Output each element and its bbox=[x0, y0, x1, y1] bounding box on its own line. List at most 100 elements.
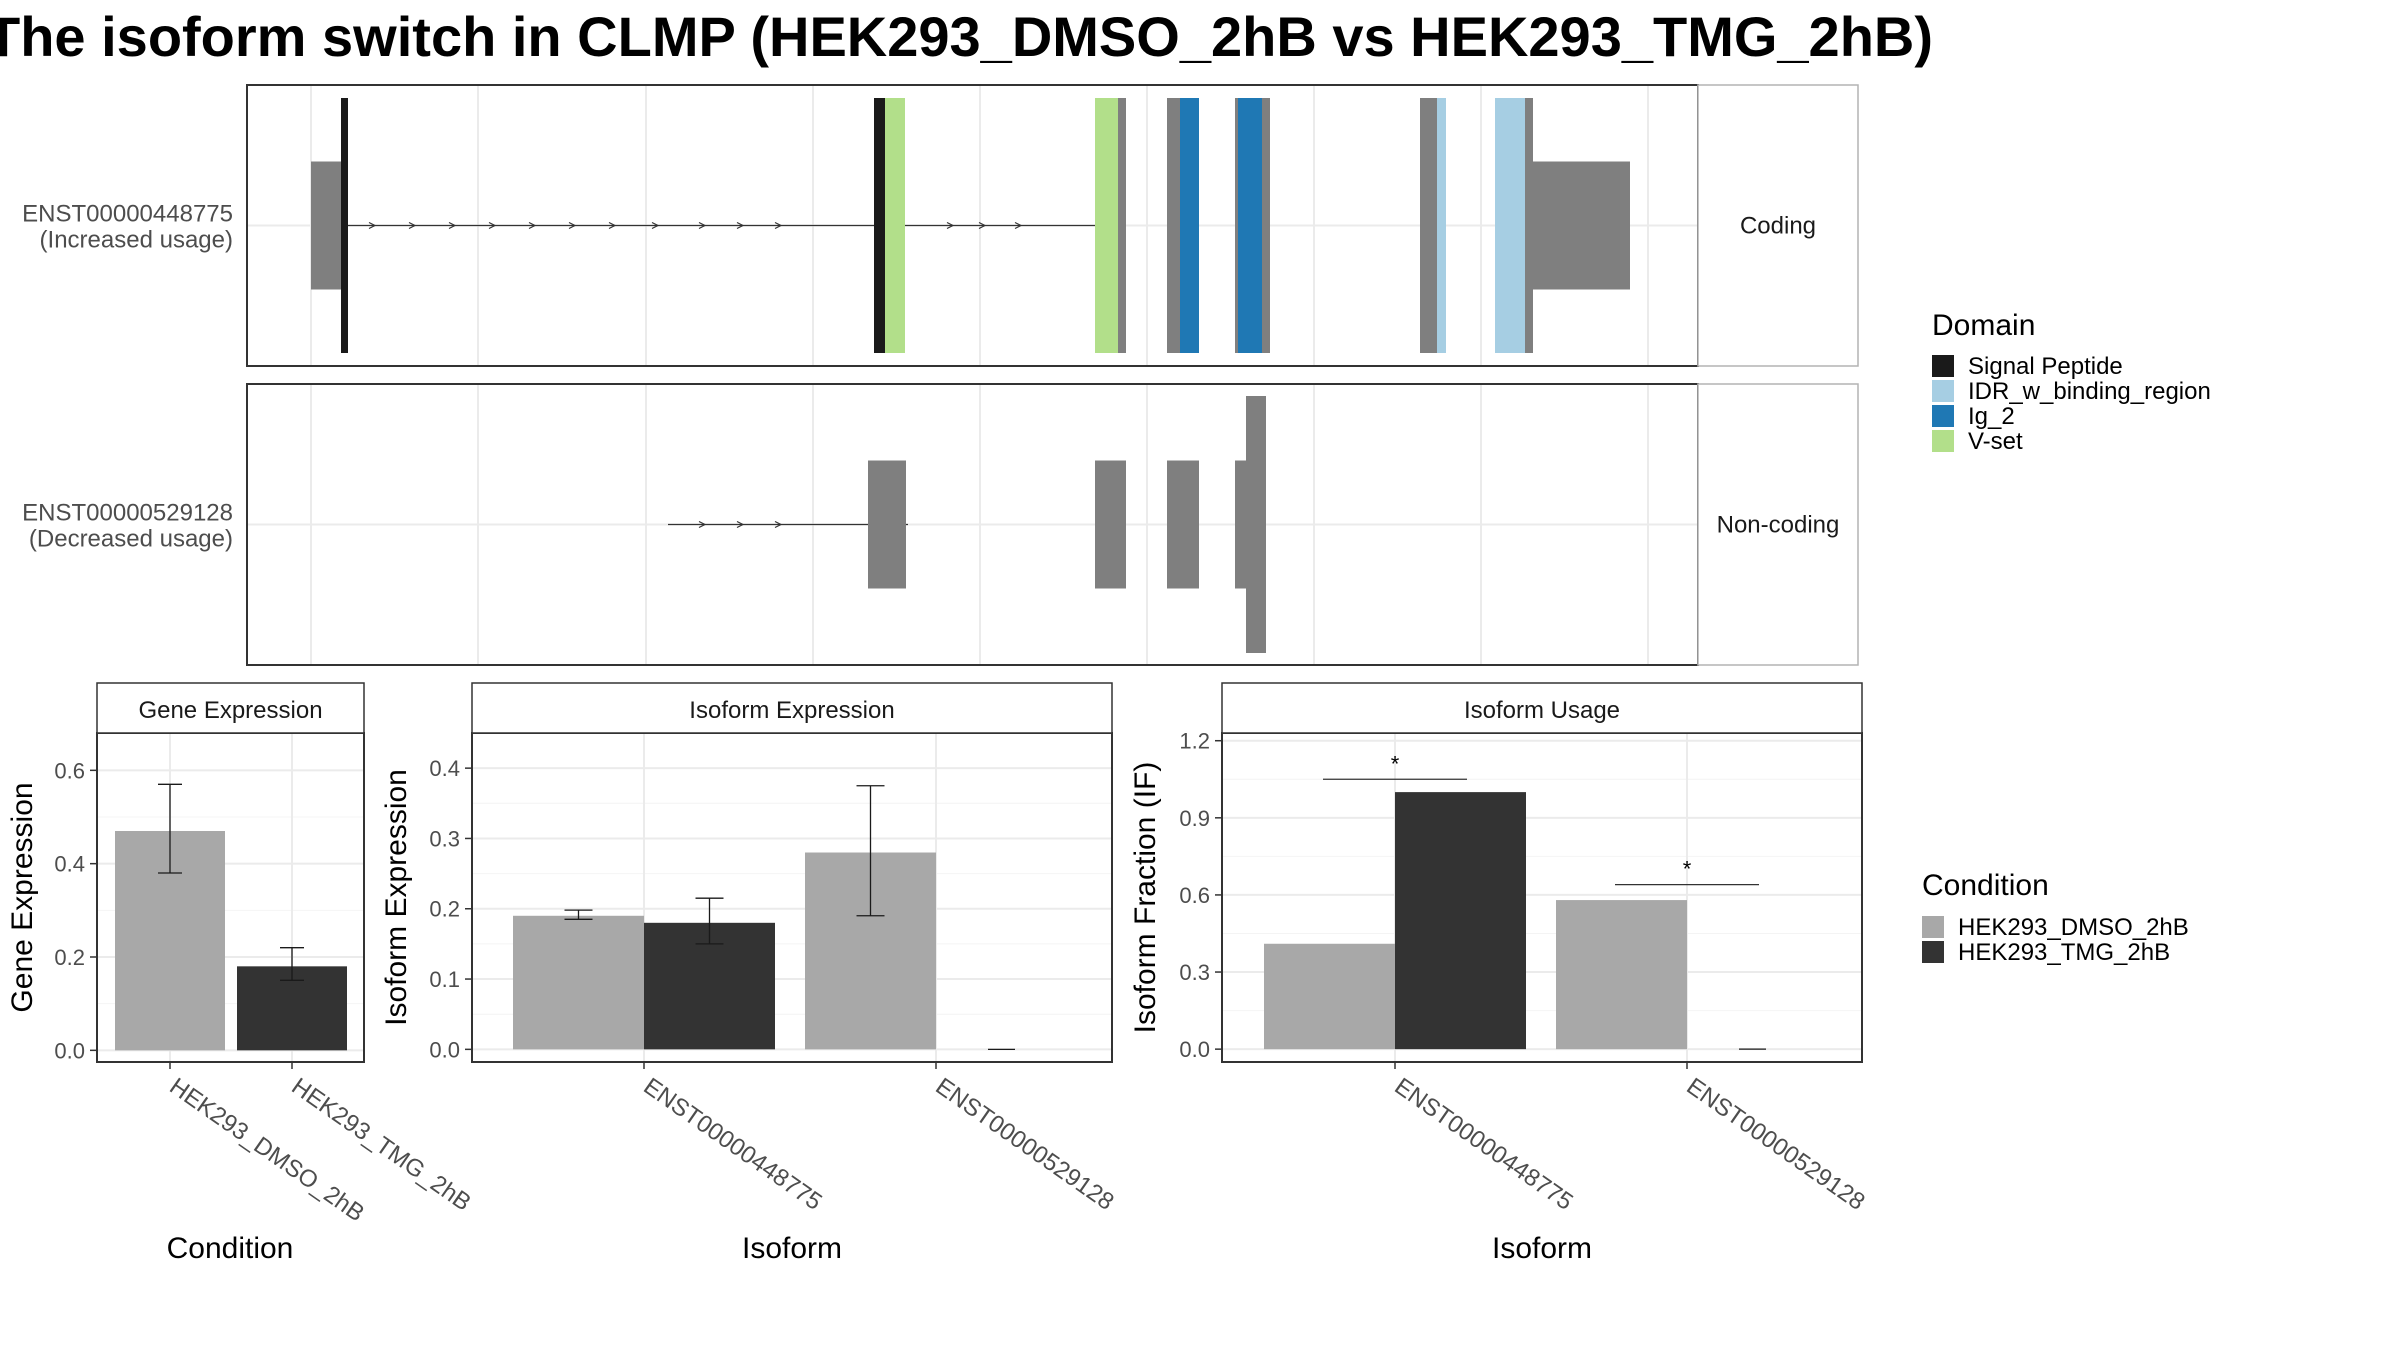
transcript-usage-label: (Decreased usage) bbox=[29, 526, 233, 553]
strand-arrow bbox=[698, 520, 707, 529]
panel-title: Isoform Expression bbox=[689, 697, 894, 724]
panel-strip bbox=[1221, 682, 1863, 734]
y-axis-title: Isoform Expression bbox=[380, 769, 413, 1026]
legend-label: HEK293_DMSO_2hB bbox=[1958, 914, 2189, 941]
legend-key bbox=[1932, 355, 1954, 377]
y-tick-label: 0.0 bbox=[429, 1037, 460, 1062]
transcript-id-label: ENST00000448775 bbox=[22, 201, 233, 228]
panel-title: Isoform Usage bbox=[1464, 697, 1620, 724]
x-axis-title: Isoform bbox=[1492, 1232, 1592, 1265]
y-tick-label: 0.6 bbox=[1179, 883, 1210, 908]
y-axis-title: Isoform Fraction (IF) bbox=[1129, 762, 1162, 1034]
domain-idr-w-binding-region bbox=[1437, 98, 1446, 353]
x-tick-label: ENST00000448775 bbox=[1390, 1073, 1578, 1216]
bar bbox=[1556, 900, 1687, 1050]
transcript-panel-2: Non-coding ENST00000529128(Decreased usag… bbox=[22, 383, 1859, 666]
legend-label: IDR_w_binding_region bbox=[1968, 378, 2211, 405]
domain-v-set bbox=[885, 98, 905, 353]
bar bbox=[513, 915, 644, 1050]
legend-label: HEK293_TMG_2hB bbox=[1958, 939, 2170, 966]
x-tick-label: ENST00000448775 bbox=[639, 1073, 827, 1216]
strand-arrow bbox=[736, 520, 745, 529]
transcript-panel-1: Coding ENST00000448775(Increased usage) bbox=[22, 84, 1859, 367]
noncoding-exon bbox=[1235, 460, 1248, 589]
y-tick-label: 0.6 bbox=[54, 758, 85, 783]
noncoding-exon bbox=[1095, 460, 1126, 589]
legend-key bbox=[1922, 941, 1944, 963]
strand-arrow bbox=[774, 520, 783, 529]
y-tick-label: 0.9 bbox=[1179, 806, 1210, 831]
transcript-id-label: ENST00000529128 bbox=[22, 500, 233, 527]
strand-arrow bbox=[448, 221, 457, 230]
y-tick-label: 0.4 bbox=[54, 852, 85, 877]
legend-key bbox=[1932, 430, 1954, 452]
strand-arrow bbox=[651, 221, 660, 230]
strand-arrow bbox=[568, 221, 577, 230]
strip-label: Non-coding bbox=[1717, 512, 1840, 539]
y-tick-label: 1.2 bbox=[1179, 729, 1210, 754]
y-tick-label: 0.4 bbox=[429, 756, 460, 781]
domain-ig-2 bbox=[1180, 98, 1199, 353]
y-tick-label: 0.3 bbox=[1179, 960, 1210, 985]
panel-strip bbox=[1697, 84, 1859, 367]
strand-arrow bbox=[978, 221, 987, 230]
strand-arrow bbox=[408, 221, 417, 230]
legend-label: Signal Peptide bbox=[1968, 353, 2123, 380]
y-tick-label: 0.0 bbox=[1179, 1037, 1210, 1062]
transcript-usage-label: (Increased usage) bbox=[40, 227, 233, 254]
noncoding-exon bbox=[868, 460, 906, 589]
transcript-structure-panels: Coding ENST00000448775(Increased usage) No… bbox=[22, 84, 1859, 666]
panel-strip bbox=[471, 682, 1113, 734]
x-axis-title: Condition bbox=[167, 1232, 294, 1265]
strip-label: Coding bbox=[1740, 213, 1816, 240]
y-tick-label: 0.2 bbox=[54, 945, 85, 970]
strand-arrow bbox=[946, 221, 955, 230]
strand-arrow bbox=[488, 221, 497, 230]
domain-v-set bbox=[1095, 98, 1118, 353]
panel-strip bbox=[96, 682, 365, 734]
significance-star: * bbox=[1683, 857, 1692, 882]
noncoding-exon bbox=[1246, 396, 1266, 653]
chart-panel-isoform-usage: * * Isoform Usage 0.0 0.3 0.6 0.9 1.2 ENST000004… bbox=[1129, 682, 1870, 1265]
strand-arrow bbox=[698, 221, 707, 230]
x-tick-label: ENST00000529128 bbox=[1682, 1073, 1870, 1216]
x-tick-label: ENST00000529128 bbox=[931, 1073, 1119, 1216]
utr-exon bbox=[1530, 161, 1630, 290]
legend-key bbox=[1922, 916, 1944, 938]
legend-key bbox=[1932, 380, 1954, 402]
legend-label: Ig_2 bbox=[1968, 403, 2015, 430]
utr-exon bbox=[311, 161, 342, 290]
domain-signal-peptide bbox=[874, 98, 885, 353]
domain-ig-2 bbox=[1238, 98, 1262, 353]
domain-idr-w-binding-region bbox=[1495, 98, 1525, 353]
strand-arrow bbox=[1014, 221, 1023, 230]
strand-arrow bbox=[528, 221, 537, 230]
strand-arrow bbox=[774, 221, 783, 230]
legend-label: V-set bbox=[1968, 428, 2023, 455]
strand-arrow bbox=[736, 221, 745, 230]
plot-title: The isoform switch in CLMP (HEK293_DMSO_… bbox=[0, 5, 1933, 68]
bar bbox=[1395, 792, 1526, 1050]
noncoding-exon bbox=[1167, 460, 1199, 589]
y-tick-label: 0.1 bbox=[429, 967, 460, 992]
x-tick-label: HEK293_DMSO_2hB bbox=[165, 1073, 370, 1227]
legends: Domain Signal PeptideIDR_w_binding_region… bbox=[1922, 309, 2211, 966]
legend-condition-title: Condition bbox=[1922, 869, 2049, 902]
legend-domain-title: Domain bbox=[1932, 309, 2035, 342]
y-tick-label: 0.0 bbox=[54, 1038, 85, 1063]
y-tick-label: 0.2 bbox=[429, 897, 460, 922]
y-axis-title: Gene Expression bbox=[6, 782, 39, 1012]
chart-panel-isoform-expression: Isoform Expression 0.0 0.1 0.2 0.3 0.4 ENST000… bbox=[380, 682, 1119, 1265]
panel-strip bbox=[1697, 383, 1859, 666]
panel-title: Gene Expression bbox=[138, 697, 322, 724]
strand-arrow bbox=[368, 221, 377, 230]
domain-signal-peptide bbox=[341, 98, 348, 353]
x-axis-title: Isoform bbox=[742, 1232, 842, 1265]
y-tick-label: 0.3 bbox=[429, 826, 460, 851]
strand-arrow bbox=[608, 221, 617, 230]
bar bbox=[1264, 943, 1395, 1050]
bar-chart-panels: Gene Expression 0.0 0.2 0.4 0.6 HEK293_DMSO_2… bbox=[6, 682, 1870, 1265]
significance-star: * bbox=[1391, 751, 1400, 776]
legend-key bbox=[1932, 405, 1954, 427]
